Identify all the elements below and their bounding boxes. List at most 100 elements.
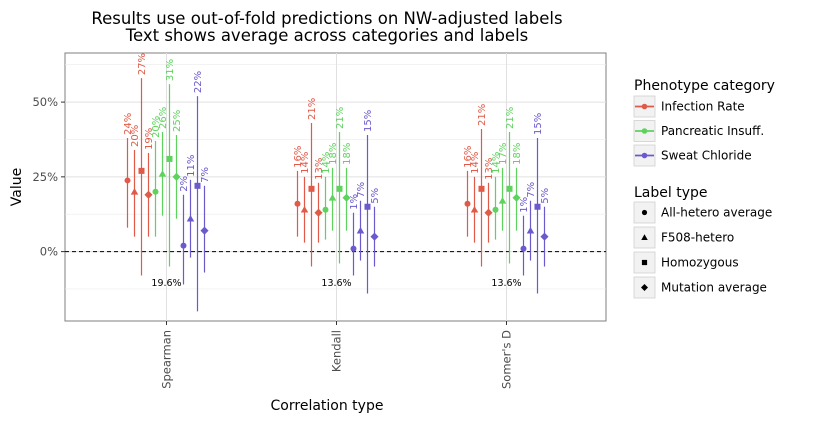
legend-label: Sweat Chloride bbox=[661, 149, 752, 163]
data-point: 15% bbox=[533, 113, 544, 294]
data-label: 14% bbox=[491, 152, 502, 174]
point-marker bbox=[370, 232, 379, 241]
data-label: 11% bbox=[186, 155, 197, 177]
data-label: 7% bbox=[526, 182, 537, 198]
point-marker bbox=[520, 245, 527, 252]
point-marker bbox=[180, 242, 187, 249]
point-marker bbox=[322, 206, 329, 213]
data-point: 25% bbox=[172, 110, 183, 219]
chart-title: Results use out-of-fold predictions on N… bbox=[91, 9, 562, 28]
point-marker bbox=[364, 203, 371, 210]
data-point: 20% bbox=[151, 116, 162, 237]
data-label: 27% bbox=[137, 53, 148, 75]
y-axis-title: Value bbox=[9, 168, 25, 206]
legend-item: Sweat Chloride bbox=[633, 144, 752, 167]
data-label: 21% bbox=[307, 98, 318, 120]
data-label: 15% bbox=[363, 110, 374, 132]
legend-label: Homozygous bbox=[661, 256, 739, 270]
legend-label: All-hetero average bbox=[661, 206, 772, 220]
data-label: 5% bbox=[540, 188, 551, 204]
point-marker bbox=[300, 205, 309, 213]
point-marker bbox=[526, 226, 535, 234]
point-marker bbox=[492, 206, 499, 213]
data-point: 13% bbox=[484, 158, 495, 243]
point-marker bbox=[172, 172, 181, 181]
legend-item: Mutation average bbox=[633, 276, 767, 299]
legend-item: Homozygous bbox=[633, 251, 739, 274]
legend-shape-title: Label type bbox=[634, 185, 708, 201]
point-marker bbox=[200, 226, 209, 235]
data-point: 20% bbox=[130, 125, 141, 237]
data-label: 14% bbox=[321, 152, 332, 174]
point-marker bbox=[512, 193, 521, 202]
data-label: 7% bbox=[356, 182, 367, 198]
data-label: 1% bbox=[519, 197, 530, 213]
y-tick-label: 50% bbox=[32, 95, 58, 109]
data-point: 21% bbox=[505, 107, 516, 264]
legend: Phenotype category Label type Infection … bbox=[633, 78, 775, 299]
legend-key-marker bbox=[641, 103, 648, 110]
data-label: 20% bbox=[130, 125, 141, 147]
x-tick-label: Kendall bbox=[330, 330, 344, 372]
point-marker bbox=[470, 205, 479, 213]
data-label: 2% bbox=[179, 176, 190, 192]
data-label: 19% bbox=[144, 128, 155, 150]
data-point: 21% bbox=[335, 107, 346, 264]
legend-item: F508-hetero bbox=[633, 226, 734, 249]
data-point: 7% bbox=[200, 167, 211, 273]
category-averages: 19.6% 13.6% 13.6% bbox=[151, 278, 521, 289]
data-point: 7% bbox=[356, 182, 367, 261]
data-point: 5% bbox=[370, 188, 381, 267]
point-marker bbox=[186, 214, 195, 222]
data-label: 21% bbox=[477, 104, 488, 126]
category-average-label: 13.6% bbox=[491, 278, 521, 289]
point-marker bbox=[294, 200, 301, 207]
data-label: 26% bbox=[158, 107, 169, 129]
legend-item: Pancreatic Insuff. bbox=[633, 120, 764, 142]
x-axis-title: Correlation type bbox=[271, 398, 384, 414]
data-label: 18% bbox=[512, 143, 523, 165]
data-point: 11% bbox=[186, 155, 197, 258]
legend-color-title: Phenotype category bbox=[634, 78, 775, 94]
point-marker bbox=[464, 200, 471, 207]
data-label: 25% bbox=[172, 110, 183, 132]
data-point: 27% bbox=[137, 53, 148, 276]
data-point: 24% bbox=[123, 113, 134, 228]
point-marker bbox=[314, 208, 323, 217]
data-point: 18% bbox=[342, 143, 353, 231]
data-label: 16% bbox=[463, 146, 474, 168]
data-point: 2% bbox=[179, 176, 190, 285]
point-marker bbox=[498, 197, 507, 204]
legend-label: Pancreatic Insuff. bbox=[661, 124, 764, 138]
point-marker bbox=[540, 232, 549, 241]
legend-color-items: Infection Rate Pancreatic Insuff. Sweat Ch… bbox=[633, 95, 764, 167]
data-label: 16% bbox=[293, 146, 304, 168]
category-average-label: 19.6% bbox=[151, 278, 181, 289]
data-point: 13% bbox=[314, 158, 325, 243]
point-marker bbox=[124, 177, 131, 184]
point-marker bbox=[506, 185, 513, 192]
legend-key-marker bbox=[641, 259, 648, 266]
data-point: 14% bbox=[470, 152, 481, 243]
point-marker bbox=[484, 208, 493, 217]
data-point: 16% bbox=[293, 146, 304, 237]
point-marker bbox=[308, 185, 315, 192]
data-label: 21% bbox=[335, 107, 346, 129]
y-tick-label: 0% bbox=[40, 245, 58, 259]
data-point: 21% bbox=[307, 98, 318, 267]
legend-item: All-hetero average bbox=[633, 201, 772, 224]
data-label: 18% bbox=[342, 143, 353, 165]
data-label: 17% bbox=[498, 143, 509, 165]
data-label: 7% bbox=[200, 167, 211, 183]
point-marker bbox=[194, 182, 201, 189]
data-point: 7% bbox=[526, 182, 537, 261]
legend-key-marker bbox=[641, 209, 648, 216]
point-marker bbox=[342, 193, 351, 202]
legend-shape-items: All-hetero average F508-hetero Homozygous M… bbox=[633, 201, 772, 299]
x-tick-label: Somer's D bbox=[500, 330, 514, 389]
data-point: 16% bbox=[463, 146, 474, 237]
x-tick-label: Spearman bbox=[160, 330, 174, 389]
point-marker bbox=[130, 188, 139, 195]
point-marker bbox=[144, 190, 153, 199]
data-point: 5% bbox=[540, 188, 551, 267]
